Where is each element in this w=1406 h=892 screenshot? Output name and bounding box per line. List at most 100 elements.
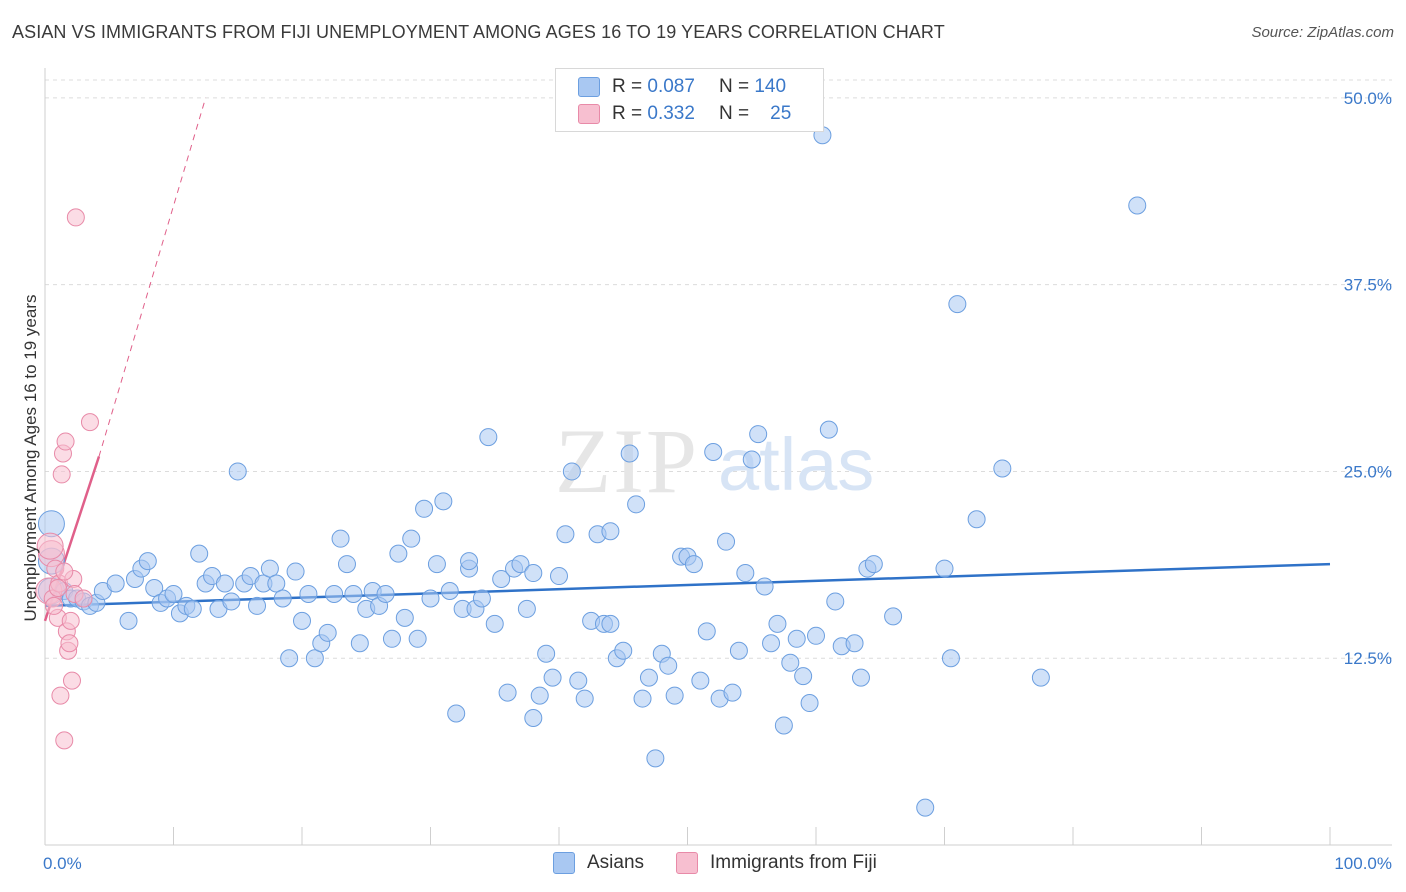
asians-point — [723, 683, 742, 702]
asians-point — [684, 555, 703, 574]
asians-point — [492, 570, 511, 589]
asians-point — [350, 634, 369, 653]
asians-point — [787, 629, 806, 648]
y-tick-label: 25.0% — [1344, 462, 1392, 481]
bottom-legend-fiji[interactable]: Immigrants from Fiji — [676, 852, 877, 874]
asians-point — [755, 577, 774, 596]
fiji-point — [36, 532, 64, 560]
asians-point — [967, 510, 986, 529]
asians-point — [762, 634, 781, 653]
asians-point — [402, 529, 421, 548]
asians-point — [395, 608, 414, 627]
legend-swatch-asians — [578, 77, 600, 97]
asians-point — [511, 555, 530, 574]
fiji-point — [44, 596, 63, 615]
asians-point — [916, 798, 935, 817]
asians-point — [601, 614, 620, 633]
legend-row-fiji: R = 0.332 N = 25 — [578, 102, 791, 126]
watermark-atlas: atlas — [718, 423, 874, 506]
asians-point — [248, 596, 267, 615]
fiji-point — [55, 562, 74, 581]
asians-point — [704, 443, 723, 462]
asians-point — [273, 589, 292, 608]
asians-point — [935, 559, 954, 578]
y-tick-label: 12.5% — [1344, 649, 1392, 668]
asians-point — [183, 599, 202, 618]
legend-n-label: N = — [718, 76, 750, 97]
asians-point — [325, 584, 344, 603]
asians-point — [164, 584, 183, 603]
y-tick-labels: 12.5% 25.0% 37.5% 50.0% — [1344, 89, 1392, 668]
fiji-point — [66, 208, 85, 227]
bottom-legend-asians[interactable]: Asians — [553, 852, 644, 874]
asians-point — [620, 444, 639, 463]
asians-point — [440, 581, 459, 600]
fiji-point — [52, 465, 71, 484]
asians-point — [729, 641, 748, 660]
x-tick-labels: 0.0% 100.0% — [43, 854, 1392, 873]
asians-point — [376, 584, 395, 603]
legend-r-label: R = — [612, 76, 643, 97]
asians-point — [305, 649, 324, 668]
asians-point — [543, 668, 562, 687]
asians-point — [1128, 196, 1147, 215]
bottom-legend-swatch-fiji — [676, 852, 698, 874]
asians-point — [864, 555, 883, 574]
asians-point — [851, 668, 870, 687]
asians-point — [556, 525, 575, 544]
asians-point — [382, 629, 401, 648]
asians-point — [575, 689, 594, 708]
asians-point — [389, 544, 408, 563]
asians-point — [948, 295, 967, 314]
asians-point — [665, 686, 684, 705]
bottom-legend-label-fiji: Immigrants from Fiji — [710, 852, 877, 873]
asians-point — [524, 564, 543, 583]
asians-point — [267, 574, 286, 593]
asians-point — [427, 555, 446, 574]
asians-point — [697, 622, 716, 641]
asians-point — [717, 532, 736, 551]
asians-point — [145, 578, 164, 597]
asians-point — [293, 611, 311, 630]
asians-point — [768, 614, 787, 633]
data-points — [35, 103, 1147, 817]
asians-point — [138, 552, 157, 571]
fiji-point — [60, 634, 79, 653]
x-tick-label: 100.0% — [1334, 854, 1392, 873]
asians-point — [119, 611, 138, 630]
asians-point — [639, 668, 658, 687]
trend-lines — [43, 97, 1331, 622]
asians-point — [884, 607, 903, 626]
fiji-point — [80, 413, 99, 432]
asians-point — [421, 589, 440, 608]
asians-point — [781, 653, 800, 672]
asians-point — [447, 704, 466, 723]
source-label: Source: ZipAtlas.com — [1251, 24, 1394, 41]
asians-point — [633, 689, 652, 708]
asians-point — [215, 574, 234, 593]
x-tick-label: 0.0% — [43, 854, 82, 873]
asians-point — [742, 450, 761, 469]
legend-r-value: 0.332 — [647, 103, 695, 124]
asians-point — [569, 671, 588, 690]
asians-point — [222, 592, 241, 611]
fiji-point — [48, 578, 67, 597]
asians-point — [318, 623, 337, 642]
asians-point — [826, 592, 845, 611]
asians-point — [794, 667, 813, 686]
asians-point — [479, 428, 498, 447]
asians-point — [472, 589, 491, 608]
fiji-point — [61, 611, 80, 630]
asians-point — [434, 492, 453, 511]
asians-point — [537, 644, 556, 663]
asians-point — [408, 629, 427, 648]
fiji-point — [56, 432, 75, 451]
asians-point — [749, 425, 768, 444]
legend-n-label: N = — [718, 103, 750, 124]
asians-point — [691, 671, 710, 690]
asians-point — [331, 529, 350, 548]
legend-n-value: 140 — [754, 76, 787, 97]
legend-row-asians: R = 0.087 N = 140 — [578, 75, 786, 99]
axes — [44, 68, 1392, 846]
